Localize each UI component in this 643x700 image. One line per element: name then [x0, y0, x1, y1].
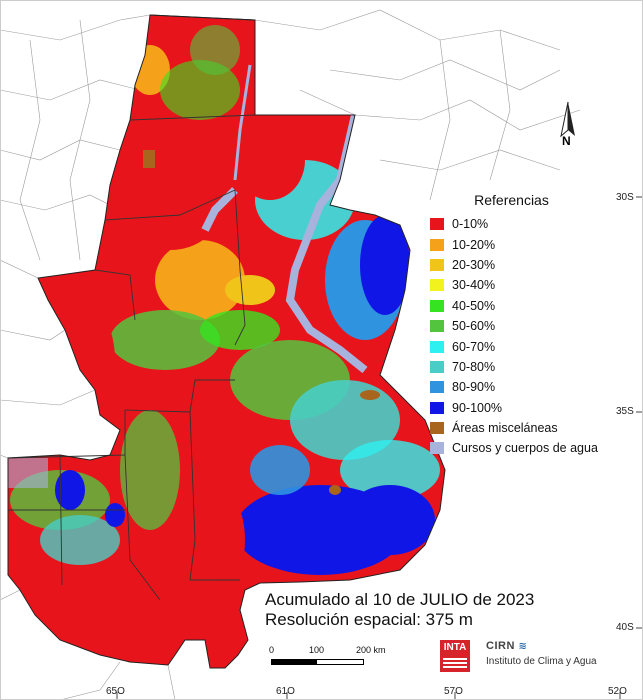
legend-label: 10-20%	[452, 237, 496, 252]
legend-label: 60-70%	[452, 339, 496, 354]
legend-swatch	[430, 320, 444, 333]
legend-item: 90-100%	[430, 398, 585, 418]
legend-title: Referencias	[474, 192, 549, 208]
lat-label-30s: 30S	[616, 192, 634, 203]
legend-item: 40-50%	[430, 296, 585, 316]
legend-label: Áreas misceláneas	[452, 421, 558, 436]
scale-segment-black	[271, 659, 316, 665]
legend-item: 70-80%	[430, 357, 585, 377]
legend-item: 30-40%	[430, 275, 585, 295]
legend-item: 20-30%	[430, 255, 585, 275]
legend-item: 10-20%	[430, 234, 585, 254]
legend-swatch	[430, 381, 444, 394]
legend-swatch	[430, 238, 444, 251]
north-label: N	[562, 134, 571, 148]
legend-item: 50-60%	[430, 316, 585, 336]
scale-label-0: 0	[269, 645, 275, 655]
legend-label: 20-30%	[452, 257, 496, 272]
legend-item: 60-70%	[430, 336, 585, 356]
legend-swatch	[430, 422, 444, 435]
legend-swatch	[430, 401, 444, 414]
legend-swatch	[430, 360, 444, 373]
cirn-logo: CIRN ≋ Instituto de Clima y Agua	[486, 640, 597, 667]
legend-item: Áreas misceláneas	[430, 418, 585, 438]
cirn-title-text: CIRN	[486, 640, 515, 652]
lon-label-61o: 61O	[276, 686, 295, 697]
lon-label-57o: 57O	[444, 686, 463, 697]
legend-item: 80-90%	[430, 377, 585, 397]
legend-item: Cursos y cuerpos de agua	[430, 438, 598, 458]
legend-label: 80-90%	[452, 380, 496, 395]
caption-resolution: Resolución espacial: 375 m	[265, 610, 473, 629]
lon-label-65o: 65O	[106, 686, 125, 697]
scale-segment-white	[316, 659, 364, 665]
legend-label: 30-40%	[452, 278, 496, 293]
legend-swatch	[430, 218, 444, 231]
lon-label-52o: 52O	[608, 686, 627, 697]
scale-label-100: 100	[309, 645, 325, 655]
legend-swatch	[430, 299, 444, 312]
legend: Referencias 0-10% 10-20% 20-30% 30-40% 40-50…	[430, 192, 598, 459]
legend-swatch	[430, 279, 444, 292]
north-arrow: N	[553, 100, 583, 150]
institute-name: Instituto de Clima y Agua	[486, 656, 597, 667]
legend-label: 90-100%	[452, 400, 503, 415]
lat-label-40s: 40S	[616, 622, 634, 633]
legend-label: 0-10%	[452, 217, 489, 232]
north-arrow-right-icon	[568, 102, 575, 136]
legend-label: Cursos y cuerpos de agua	[452, 441, 598, 456]
inta-logo: INTA	[440, 640, 470, 672]
cirn-waves-icon: ≋	[518, 641, 528, 652]
scale-bar: 0 100 200 km	[268, 645, 418, 675]
cirn-title: CIRN ≋	[486, 640, 597, 652]
legend-label: 40-50%	[452, 298, 496, 313]
map-caption: Acumulado al 10 de JULIO de 2023 Resoluc…	[265, 590, 534, 630]
legend-swatch	[430, 258, 444, 271]
caption-date: Acumulado al 10 de JULIO de 2023	[265, 590, 535, 609]
legend-label: 70-80%	[452, 359, 496, 374]
lat-label-35s: 35S	[616, 406, 634, 417]
inta-logo-stripes-icon	[443, 658, 467, 668]
legend-swatch	[430, 340, 444, 353]
legend-item: 0-10%	[430, 214, 585, 234]
north-arrow-left-icon	[560, 101, 569, 138]
inta-logo-text: INTA	[443, 642, 467, 653]
legend-label: 50-60%	[452, 319, 496, 334]
scale-label-200: 200 km	[356, 645, 386, 655]
legend-swatch	[430, 442, 444, 455]
